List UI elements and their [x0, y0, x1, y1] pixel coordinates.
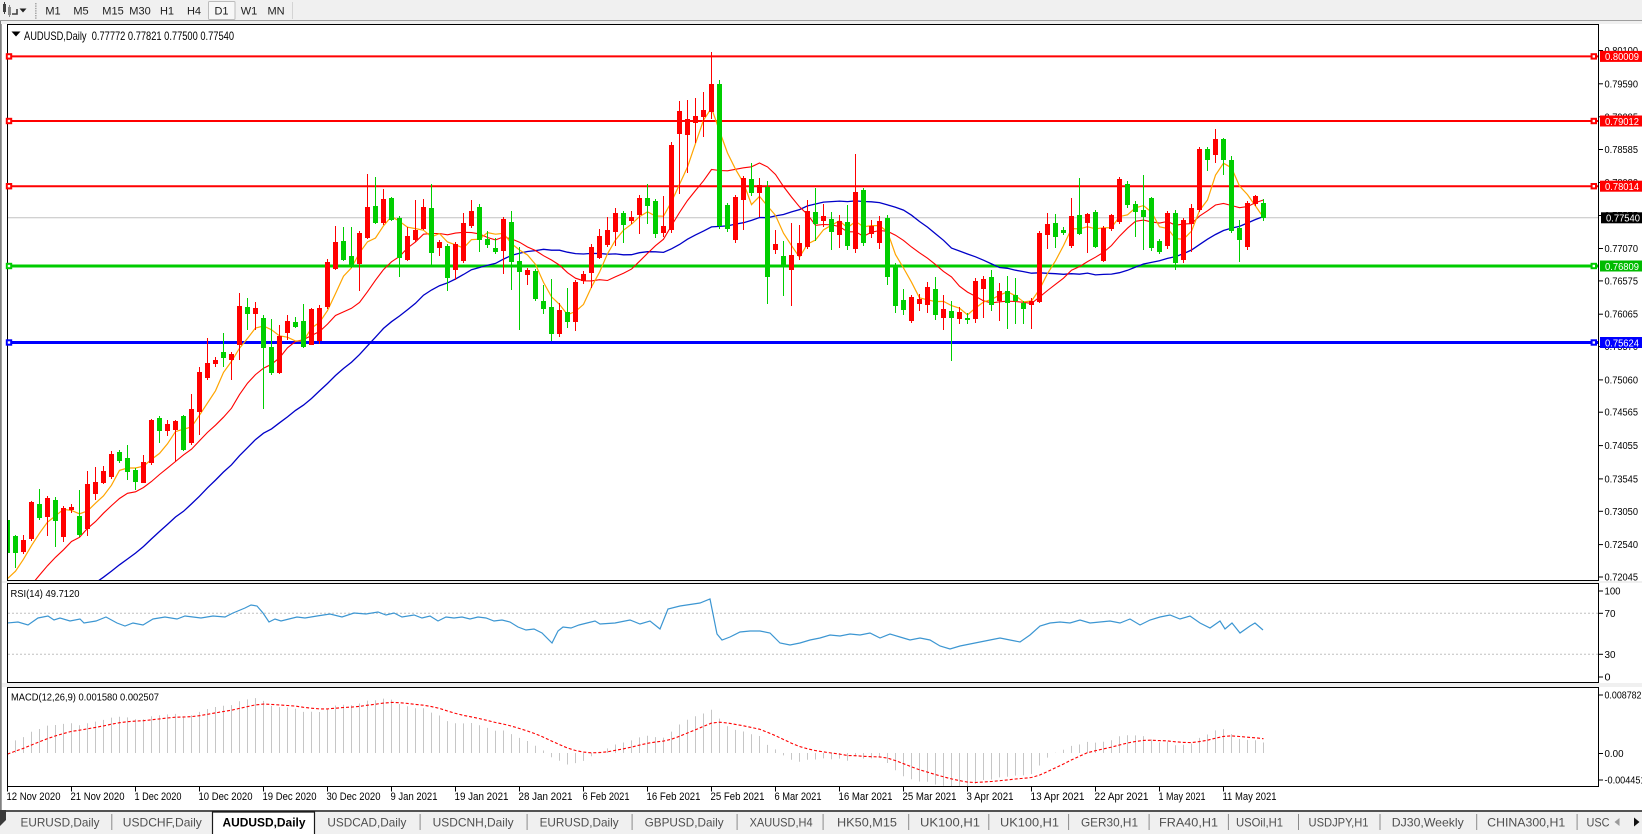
svg-text:H1: H1 — [160, 6, 174, 18]
svg-text:USDCHF,Daily: USDCHF,Daily — [123, 816, 202, 830]
svg-text:16 Mar 2021: 16 Mar 2021 — [839, 791, 893, 803]
svg-text:DJ30,Weekly: DJ30,Weekly — [1392, 816, 1464, 830]
svg-text:28 Jan 2021: 28 Jan 2021 — [519, 791, 573, 803]
svg-text:M15: M15 — [102, 6, 123, 18]
svg-text:19 Dec 2020: 19 Dec 2020 — [263, 791, 317, 803]
svg-text:100: 100 — [1605, 587, 1621, 598]
svg-text:EURUSD,Daily: EURUSD,Daily — [540, 816, 619, 830]
svg-text:-0.004451: -0.004451 — [1605, 776, 1642, 787]
svg-text:M30: M30 — [129, 6, 150, 18]
svg-text:30 Dec 2020: 30 Dec 2020 — [327, 791, 381, 803]
svg-text:USDJPY,H1: USDJPY,H1 — [1309, 816, 1369, 830]
svg-text:16 Feb 2021: 16 Feb 2021 — [647, 791, 701, 803]
svg-text:0: 0 — [1605, 673, 1611, 684]
svg-text:CHINA300,H1: CHINA300,H1 — [1487, 816, 1565, 830]
svg-text:HK50,M15: HK50,M15 — [837, 816, 897, 830]
svg-text:FRA40,H1: FRA40,H1 — [1159, 816, 1218, 830]
svg-text:AUDUSD,Daily 0.77772 0.77821: AUDUSD,Daily 0.77772 0.77821 0.77500 0.7… — [24, 29, 234, 43]
svg-text:13 Apr 2021: 13 Apr 2021 — [1031, 791, 1085, 803]
svg-text:XAUUSD,H4: XAUUSD,H4 — [750, 816, 813, 830]
svg-text:3 Apr 2021: 3 Apr 2021 — [967, 791, 1014, 803]
svg-text:0.75624: 0.75624 — [1605, 338, 1639, 349]
svg-text:D1: D1 — [214, 6, 228, 18]
svg-text:0.73050: 0.73050 — [1605, 507, 1639, 518]
svg-text:0.80009: 0.80009 — [1605, 52, 1639, 63]
svg-text:RSI(14) 49.7120: RSI(14) 49.7120 — [11, 588, 80, 600]
svg-text:UK100,H1: UK100,H1 — [920, 816, 980, 830]
svg-text:70: 70 — [1605, 609, 1616, 620]
svg-text:0.76575: 0.76575 — [1605, 276, 1639, 287]
svg-text:0.78585: 0.78585 — [1605, 145, 1639, 156]
svg-text:0.72540: 0.72540 — [1605, 540, 1639, 551]
svg-text:GER30,H1: GER30,H1 — [1081, 816, 1138, 830]
svg-text:MN: MN — [267, 6, 284, 18]
svg-text:0.79012: 0.79012 — [1605, 117, 1639, 128]
svg-text:1 Dec 2020: 1 Dec 2020 — [135, 791, 182, 803]
svg-text:MACD(12,26,9) 0.001580 0.00250: MACD(12,26,9) 0.001580 0.002507 — [11, 691, 159, 703]
svg-text:19 Jan 2021: 19 Jan 2021 — [455, 791, 509, 803]
svg-text:6 Feb 2021: 6 Feb 2021 — [583, 791, 630, 803]
svg-text:GBPUSD,Daily: GBPUSD,Daily — [645, 816, 724, 830]
svg-text:USOil,H1: USOil,H1 — [1236, 816, 1283, 830]
svg-text:0.72045: 0.72045 — [1605, 573, 1639, 584]
svg-text:0.77070: 0.77070 — [1605, 244, 1639, 255]
svg-text:0.75060: 0.75060 — [1605, 375, 1639, 386]
svg-text:UK100,H1: UK100,H1 — [1000, 816, 1059, 830]
svg-text:1 May 2021: 1 May 2021 — [1159, 791, 1206, 803]
svg-text:0.74055: 0.74055 — [1605, 441, 1639, 452]
svg-text:0.74565: 0.74565 — [1605, 408, 1639, 419]
svg-text:EURUSD,Daily: EURUSD,Daily — [21, 816, 100, 830]
svg-text:0.77540: 0.77540 — [1606, 214, 1640, 225]
svg-text:USDCNH,Daily: USDCNH,Daily — [433, 816, 514, 830]
svg-text:0.79590: 0.79590 — [1605, 79, 1639, 90]
svg-text:AUDUSD,Daily: AUDUSD,Daily — [223, 816, 306, 830]
svg-text:25 Feb 2021: 25 Feb 2021 — [711, 791, 765, 803]
svg-text:22 Apr 2021: 22 Apr 2021 — [1095, 791, 1149, 803]
svg-text:USC: USC — [1587, 816, 1610, 830]
svg-text:0.008782: 0.008782 — [1605, 691, 1642, 702]
svg-text:0.78014: 0.78014 — [1605, 182, 1639, 193]
svg-text:30: 30 — [1605, 650, 1616, 661]
svg-text:W1: W1 — [241, 6, 258, 18]
svg-text:12 Nov 2020: 12 Nov 2020 — [7, 791, 61, 803]
svg-text:M5: M5 — [73, 6, 88, 18]
svg-text:21 Nov 2020: 21 Nov 2020 — [71, 791, 125, 803]
svg-text:6 Mar 2021: 6 Mar 2021 — [775, 791, 822, 803]
svg-text:M1: M1 — [45, 6, 60, 18]
svg-text:0.00: 0.00 — [1605, 749, 1624, 760]
svg-text:9 Jan 2021: 9 Jan 2021 — [391, 791, 438, 803]
svg-text:USDCAD,Daily: USDCAD,Daily — [327, 816, 406, 830]
svg-text:0.73545: 0.73545 — [1605, 474, 1639, 485]
svg-text:10 Dec 2020: 10 Dec 2020 — [199, 791, 253, 803]
svg-text:0.76809: 0.76809 — [1605, 262, 1639, 273]
svg-text:H4: H4 — [187, 6, 201, 18]
svg-text:25 Mar 2021: 25 Mar 2021 — [903, 791, 957, 803]
svg-text:11 May 2021: 11 May 2021 — [1223, 791, 1277, 803]
svg-text:0.76065: 0.76065 — [1605, 310, 1639, 321]
